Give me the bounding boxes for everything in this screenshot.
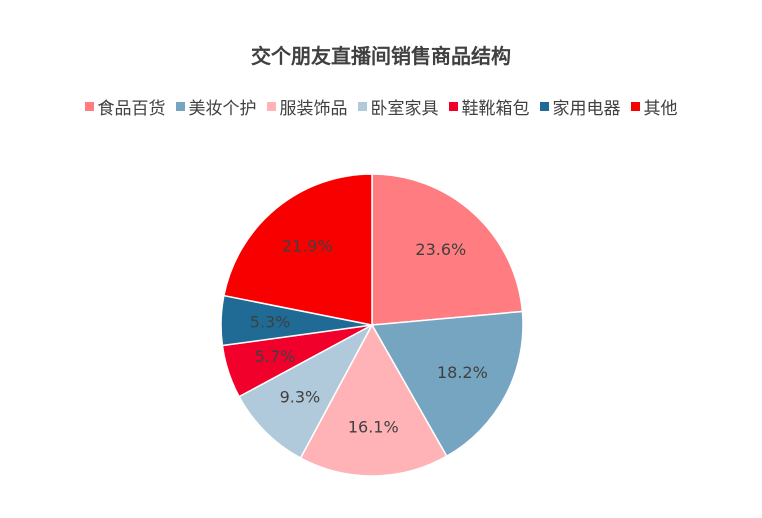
pie-slice [370,310,524,458]
legend-label: 美妆个护 [188,99,257,119]
data-label: 5.7% [255,347,296,366]
legend-swatch [630,102,640,111]
legend-swatch [175,102,185,111]
data-label: 5.3% [250,312,291,331]
pie-slice [223,173,373,326]
legend-item: 家用电器 [539,94,621,119]
legend-swatch [448,102,458,111]
pie-slice [371,173,524,326]
legend-swatch [84,102,94,111]
legend-swatch [539,102,549,111]
chart-title: 交个朋友直播间销售商品结构 [251,44,511,68]
legend-label: 家用电器 [552,99,621,119]
legend: 食品百货 美妆个护 服装饰品 卧室家具 鞋靴箱包 家用电器 其他 [0,94,762,119]
data-label: 23.6% [415,240,466,259]
legend-item: 食品百货 [84,94,166,119]
legend-item: 鞋靴箱包 [448,94,530,119]
data-label: 18.2% [437,363,488,382]
pie-slice [238,323,374,460]
legend-swatch [266,102,276,111]
legend-item: 卧室家具 [357,94,439,119]
legend-item: 服装饰品 [266,94,348,119]
legend-swatch [357,102,367,111]
legend-label: 卧室家具 [370,99,439,119]
legend-label: 鞋靴箱包 [461,99,530,119]
data-label: 9.3% [280,388,321,407]
legend-label: 食品百货 [97,99,166,119]
legend-label: 服装饰品 [279,99,348,119]
data-label: 16.1% [348,417,399,436]
data-label: 21.9% [282,237,333,256]
legend-item: 其他 [630,94,678,119]
pie-slice [299,323,448,477]
legend-label: 其他 [643,99,678,119]
legend-item: 美妆个护 [175,94,257,119]
